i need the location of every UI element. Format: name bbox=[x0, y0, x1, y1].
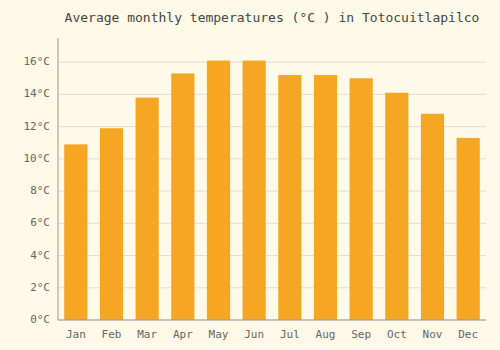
bar bbox=[243, 61, 266, 320]
chart-container: Average monthly temperatures (°C ) in To… bbox=[0, 0, 500, 350]
bar bbox=[350, 78, 373, 320]
x-tick-label: Jan bbox=[66, 328, 86, 341]
bar bbox=[421, 114, 444, 320]
grid bbox=[58, 62, 486, 320]
y-tick-label: 2°C bbox=[30, 281, 50, 294]
bar bbox=[385, 93, 408, 320]
grid-line bbox=[58, 94, 486, 95]
bar bbox=[171, 73, 194, 320]
x-axis-line bbox=[58, 320, 486, 321]
y-tick-label: 6°C bbox=[30, 216, 50, 229]
bar bbox=[278, 75, 301, 320]
x-tick-label: Feb bbox=[102, 328, 122, 341]
x-tick-label: Sep bbox=[351, 328, 371, 341]
y-tick-label: 0°C bbox=[30, 313, 50, 326]
y-tick-label: 10°C bbox=[24, 152, 51, 165]
x-tick-label: Aug bbox=[316, 328, 336, 341]
grid-line bbox=[58, 62, 486, 63]
x-tick-label: Nov bbox=[423, 328, 443, 341]
y-tick-label: 14°C bbox=[24, 87, 51, 100]
bar bbox=[100, 128, 123, 320]
x-tick-label: Jul bbox=[280, 328, 300, 341]
y-axis-line bbox=[58, 38, 59, 320]
bar bbox=[314, 75, 337, 320]
x-tick-label: Mar bbox=[137, 328, 157, 341]
x-tick-label: May bbox=[209, 328, 229, 341]
chart: Average monthly temperatures (°C ) in To… bbox=[0, 0, 500, 350]
bars bbox=[64, 61, 480, 320]
y-tick-label: 4°C bbox=[30, 249, 50, 262]
bar bbox=[207, 61, 230, 320]
bar bbox=[136, 98, 159, 320]
bar bbox=[457, 138, 480, 320]
title: Average monthly temperatures (°C ) in To… bbox=[65, 10, 480, 25]
bar bbox=[64, 144, 87, 320]
y-tick-label: 16°C bbox=[24, 55, 51, 68]
grid-line bbox=[58, 320, 486, 321]
x-tick-label: Dec bbox=[458, 328, 478, 341]
x-tick-label: Jun bbox=[244, 328, 264, 341]
y-tick-label: 8°C bbox=[30, 184, 50, 197]
x-tick-label: Oct bbox=[387, 328, 407, 341]
x-tick-label: Apr bbox=[173, 328, 193, 341]
y-tick-label: 12°C bbox=[24, 120, 51, 133]
